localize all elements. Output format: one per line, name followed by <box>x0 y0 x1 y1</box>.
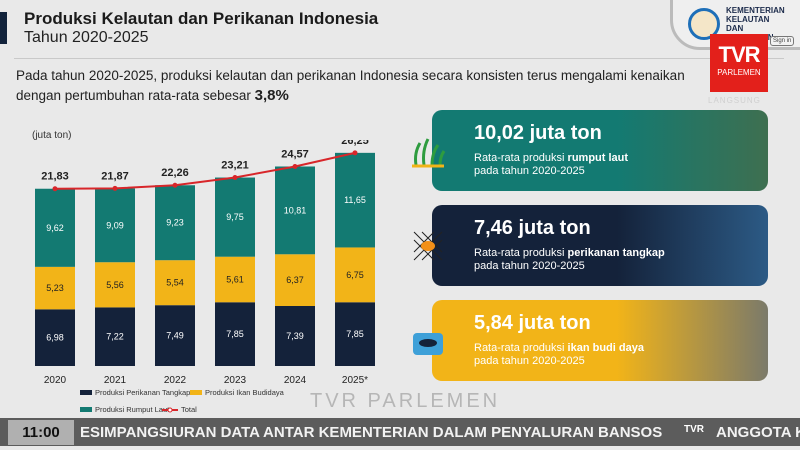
bar-segment <box>335 247 375 303</box>
seaweed-icon <box>412 138 446 168</box>
bar-segment <box>35 188 75 267</box>
bar-value-label: 5,23 <box>46 283 64 293</box>
bar-value-label: 11,65 <box>344 195 366 205</box>
legend-swatch <box>190 390 202 395</box>
bar-value-label: 9,75 <box>226 212 244 222</box>
bar-segment <box>275 305 315 366</box>
legend-swatch <box>80 407 92 412</box>
legend-total: Total <box>162 405 197 414</box>
bar-value-label: 6,98 <box>46 333 64 343</box>
bar-segment <box>215 177 255 257</box>
card-value: 7,46 juta ton <box>474 217 591 239</box>
bar-segment <box>215 302 255 366</box>
bar-value-label: 9,62 <box>46 223 64 233</box>
legend-tangkap: Produksi Perikanan Tangkap <box>80 388 190 397</box>
bar-value-label: 9,09 <box>106 220 124 230</box>
bar-segment <box>35 266 75 310</box>
stacked-bar-chart: 6,98 5,23 9,62 2020 7,22 5,56 9,09 2021 7,49 5,54… <box>35 140 375 385</box>
legend-label: Produksi Rumput Laut <box>95 405 170 414</box>
live-label: LANGSUNG <box>708 96 761 105</box>
card-description: Rata-rata produksi ikan budi daya pada ta… <box>474 342 644 367</box>
bar-segment <box>155 260 195 306</box>
total-point <box>52 186 58 192</box>
bar-segment <box>335 302 375 366</box>
bar-value-label: 9,23 <box>166 218 184 228</box>
legend-swatch <box>80 390 92 395</box>
bar-value-label: 5,56 <box>106 280 124 290</box>
x-tick-label: 2020 <box>44 375 67 385</box>
bar-segment <box>35 309 75 366</box>
total-value-label: 21,87 <box>101 170 129 182</box>
growth-rate: 3,8% <box>254 87 289 104</box>
page-subtitle: Tahun 2020-2025 <box>24 29 149 46</box>
legend-label: Total <box>181 405 197 414</box>
total-point <box>292 163 298 169</box>
broadcaster-logo: TVR PARLEMEN <box>710 34 768 92</box>
fish-pond-icon <box>413 333 443 355</box>
total-value-label: 26,25 <box>341 140 369 147</box>
x-tick-label: 2023 <box>224 375 247 385</box>
bar-value-label: 7,85 <box>346 329 364 339</box>
bar-value-label: 7,22 <box>106 332 124 342</box>
bar-value-label: 5,54 <box>166 278 184 288</box>
watermark: TVR PARLEMEN <box>310 390 501 412</box>
legend-rumput: Produksi Rumput Laut <box>80 405 169 414</box>
legend-label: Produksi Ikan Budidaya <box>205 388 284 397</box>
unit-label: (juta ton) <box>32 130 72 141</box>
card-value: 10,02 juta ton <box>474 122 602 144</box>
bar-value-label: 10,81 <box>284 205 307 215</box>
intro-text: Pada tahun 2020-2025, produksi kelautan … <box>16 66 704 106</box>
fishing-net-icon <box>413 231 443 261</box>
bar-segment <box>155 305 195 366</box>
bar-value-label: 5,61 <box>226 274 244 284</box>
bar-value-label: 7,49 <box>166 331 184 341</box>
broadcaster-sub: PARLEMEN <box>717 68 761 77</box>
bar-value-label: 7,85 <box>226 329 244 339</box>
divider <box>14 58 784 59</box>
card-description: Rata-rata produksi perikanan tangkap pada… <box>474 247 665 272</box>
ticker-logo: TVR <box>684 424 704 435</box>
bar-segment <box>275 254 315 306</box>
total-value-label: 23,21 <box>221 160 249 172</box>
legend-line-marker-icon <box>162 407 178 412</box>
intro-body: Pada tahun 2020-2025, produksi kelautan … <box>16 68 685 103</box>
bar-segment <box>215 256 255 303</box>
ticker-next-headline: ANGGOTA KO <box>716 424 800 441</box>
total-value-label: 22,26 <box>161 167 189 179</box>
total-point <box>232 175 238 181</box>
total-line <box>54 151 356 190</box>
card-description: Rata-rata produksi rumput laut pada tahun… <box>474 152 629 177</box>
legend-budidaya: Produksi Ikan Budidaya <box>190 388 284 397</box>
x-tick-label: 2021 <box>104 375 127 385</box>
bar-value-label: 7,39 <box>286 331 304 341</box>
bar-segment <box>155 185 195 261</box>
card-rumput-laut: 10,02 juta ton Rata-rata produksi rumput… <box>432 110 768 191</box>
bar-segment <box>95 262 135 308</box>
card-perikanan-tangkap: 7,46 juta ton Rata-rata produksi perikan… <box>432 205 768 286</box>
clock: 11:00 <box>8 420 74 445</box>
ticker-headline: ESIMPANGSIURAN DATA ANTAR KEMENTERIAN DA… <box>80 424 663 441</box>
total-value-label: 21,83 <box>41 171 69 183</box>
x-tick-label: 2024 <box>284 375 307 385</box>
bar-segment <box>275 166 315 255</box>
x-tick-label: 2025* <box>342 375 368 385</box>
total-point <box>172 182 178 188</box>
news-ticker <box>0 418 800 446</box>
bar-value-label: 6,75 <box>346 270 364 280</box>
total-point <box>352 150 358 156</box>
broadcaster-name: TVR <box>718 42 761 67</box>
total-value-label: 24,57 <box>281 148 309 160</box>
title-accent-bar <box>0 12 7 44</box>
bar-segment <box>95 188 135 263</box>
card-value: 5,84 juta ton <box>474 312 591 334</box>
card-ikan-budidaya: 5,84 juta ton Rata-rata produksi ikan bu… <box>432 300 768 381</box>
bar-segment <box>335 152 375 248</box>
legend-label: Produksi Perikanan Tangkap <box>95 388 191 397</box>
bar-segment <box>95 307 135 366</box>
total-point <box>112 185 118 191</box>
sign-in-button[interactable]: Sign in <box>770 36 795 46</box>
bar-value-label: 6,37 <box>286 275 304 285</box>
x-tick-label: 2022 <box>164 375 187 385</box>
page-title: Produksi Kelautan dan Perikanan Indonesi… <box>24 9 379 28</box>
